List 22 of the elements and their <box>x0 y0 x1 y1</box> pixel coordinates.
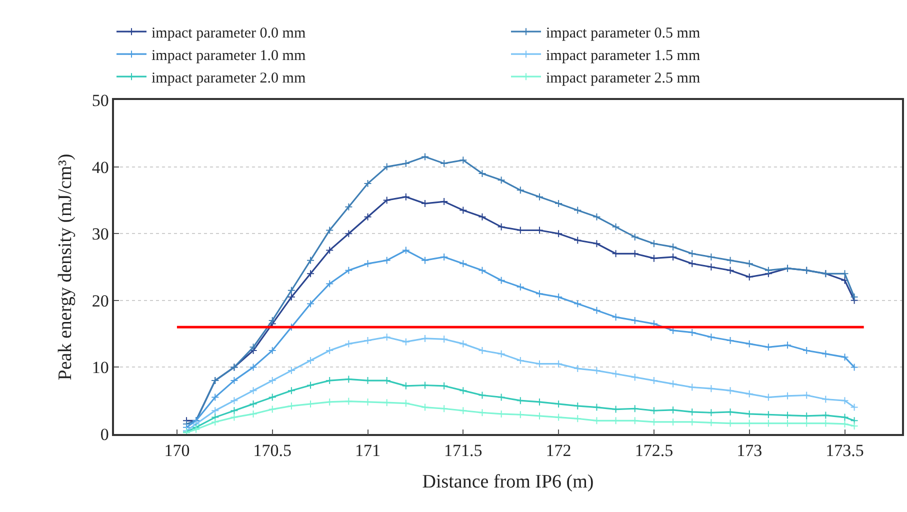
legend-label: impact parameter 2.5 mm <box>546 70 700 86</box>
x-tick-label: 173.5 <box>826 441 864 460</box>
x-tick-label: 172 <box>546 441 572 460</box>
y-tick-label: 50 <box>92 90 109 110</box>
x-tick-label: 173 <box>736 441 762 460</box>
legend-label: impact parameter 0.5 mm <box>546 25 700 42</box>
x-tick-label: 171 <box>355 441 381 460</box>
y-tick-label: 20 <box>92 291 109 310</box>
y-tick-label: 30 <box>92 224 109 244</box>
legend-label: impact parameter 1.5 mm <box>546 48 700 64</box>
x-axis-title: Distance from IP6 (m) <box>422 471 594 492</box>
x-tick-label: 172.5 <box>634 441 674 460</box>
x-tick-label: 170 <box>164 441 190 460</box>
x-tick-label: 171.5 <box>444 441 482 460</box>
y-tick-label: 10 <box>92 358 109 378</box>
y-tick-label: 40 <box>92 158 109 177</box>
x-tick-label: 170.5 <box>253 441 292 460</box>
y-tick-label: 0 <box>100 424 109 444</box>
legend-label: impact parameter 2.0 mm <box>152 70 306 86</box>
y-axis-title: Peak energy density (mJ/cm³) <box>55 154 76 380</box>
legend-label: impact parameter 1.0 mm <box>152 48 306 64</box>
legend-label: impact parameter 0.0 mm <box>152 25 306 42</box>
